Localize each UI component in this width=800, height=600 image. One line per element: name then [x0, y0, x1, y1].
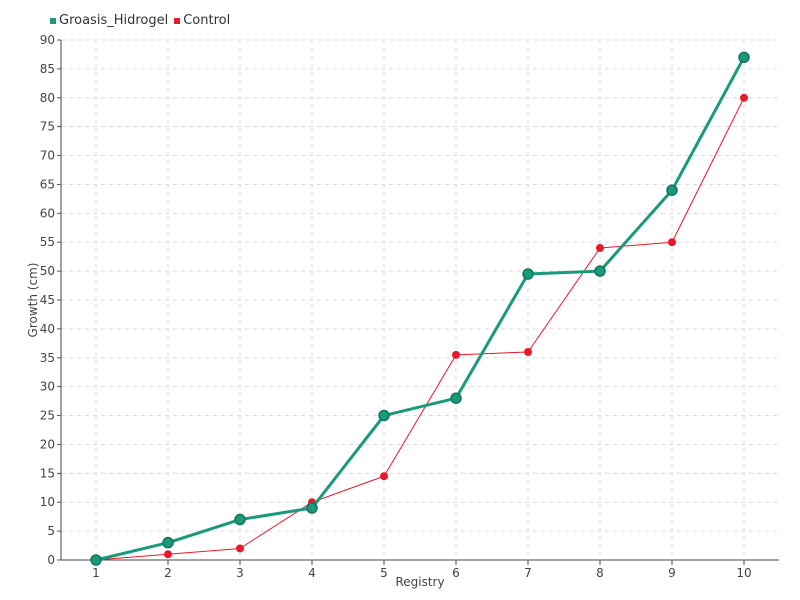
- chart-legend: Groasis_Hidrogel Control: [50, 13, 236, 28]
- y-tick-label: 70: [40, 149, 55, 163]
- data-point-control: [164, 550, 172, 559]
- x-tick-label: 10: [736, 566, 751, 580]
- x-tick-label: 8: [596, 566, 604, 580]
- y-tick-label: 25: [40, 409, 55, 423]
- y-tick-label: 0: [47, 553, 55, 567]
- y-tick-label: 65: [40, 177, 55, 191]
- x-tick-label: 2: [164, 566, 172, 580]
- data-point-groasis: [738, 51, 750, 64]
- x-tick-label: 9: [668, 566, 676, 580]
- data-point-groasis: [450, 392, 462, 404]
- legend-label-control: Control: [183, 13, 231, 28]
- grid-lines: [61, 39, 779, 560]
- data-point-groasis: [378, 409, 390, 422]
- data-point-control: [596, 244, 604, 252]
- axes: [57, 39, 779, 565]
- y-tick-label: 10: [40, 495, 55, 509]
- x-tick-label: 6: [452, 566, 460, 580]
- y-tick-label: 80: [40, 91, 55, 105]
- data-point-control: [380, 472, 388, 481]
- series-line-groasis: [95, 56, 746, 562]
- y-tick-label: 55: [40, 235, 55, 249]
- data-point-control: [236, 544, 244, 553]
- data-point-control: [740, 93, 748, 102]
- legend-label-groasis: Groasis_Hidrogel: [59, 13, 169, 28]
- x-tick-label: 7: [524, 566, 532, 580]
- y-tick-label: 35: [40, 351, 55, 365]
- data-point-control: [524, 348, 532, 356]
- y-tick-label: 45: [40, 293, 55, 307]
- y-tick-label: 20: [40, 437, 55, 451]
- x-tick-label: 3: [236, 566, 244, 580]
- series-layer: [90, 51, 750, 566]
- data-point-groasis: [162, 536, 174, 549]
- y-tick-label: 40: [40, 322, 55, 336]
- y-axis-label: Growth (cm): [26, 263, 40, 338]
- y-tick-label: 60: [40, 206, 55, 220]
- x-axis-label: Registry: [395, 575, 444, 589]
- x-tick-label: 4: [308, 566, 316, 580]
- legend-swatch-control: [174, 17, 181, 24]
- data-point-groasis: [666, 184, 678, 196]
- legend-item-groasis[interactable]: Groasis_Hidrogel: [50, 13, 168, 28]
- x-tick-label: 1: [92, 566, 100, 580]
- data-point-groasis: [234, 513, 246, 526]
- data-point-groasis: [522, 268, 534, 280]
- data-point-groasis: [594, 265, 606, 277]
- y-tick-label: 15: [40, 466, 55, 480]
- data-point-control: [668, 238, 676, 247]
- data-point-control: [452, 350, 460, 359]
- data-point-groasis: [90, 554, 102, 566]
- y-tick-label: 75: [40, 120, 55, 134]
- y-tick-label: 90: [40, 33, 55, 47]
- y-tick-label: 30: [40, 380, 55, 394]
- legend-swatch-groasis: [50, 17, 56, 24]
- data-point-groasis: [306, 502, 318, 514]
- x-tick-label: 5: [380, 566, 388, 580]
- y-tick-label: 5: [47, 524, 55, 538]
- y-tick-label: 85: [40, 62, 55, 76]
- series-line-control: [95, 97, 745, 561]
- y-tick-label: 50: [40, 264, 55, 278]
- legend-item-control[interactable]: Control: [174, 13, 230, 28]
